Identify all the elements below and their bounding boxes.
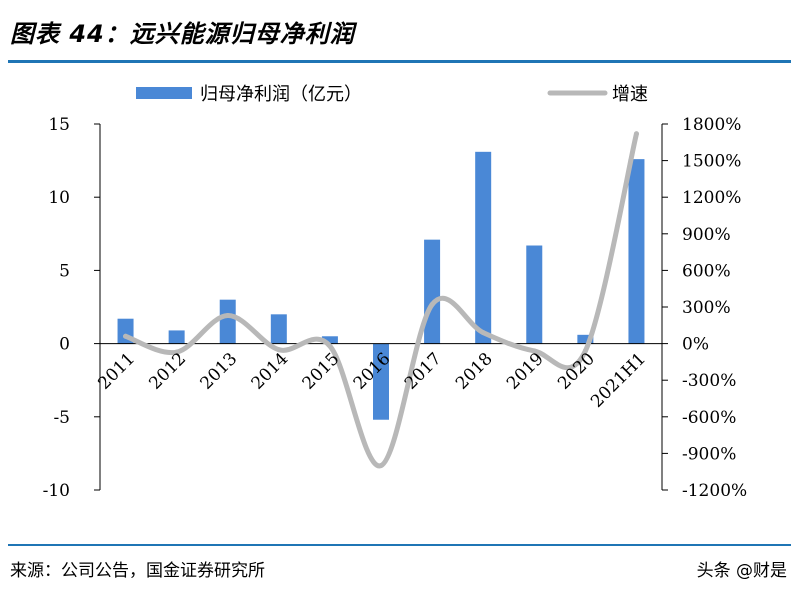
left-axis-tick-label: 5 bbox=[59, 261, 70, 281]
right-axis-tick-label: 1500% bbox=[682, 152, 741, 172]
watermark: 头条 @财是 bbox=[696, 561, 787, 581]
growth-point-2017 bbox=[429, 302, 435, 308]
left-axis-tick-label: -10 bbox=[43, 481, 70, 501]
footer-divider bbox=[8, 544, 791, 546]
growth-point-2011 bbox=[123, 333, 129, 339]
right-axis-tick-label: 600% bbox=[682, 261, 731, 281]
x-label-2020: 2020 bbox=[554, 349, 599, 394]
x-label-2018: 2018 bbox=[452, 349, 497, 394]
x-label-2012: 2012 bbox=[145, 349, 190, 394]
legend-swatch-bar bbox=[136, 87, 192, 99]
bar-2021H1 bbox=[628, 159, 645, 344]
growth-point-2013 bbox=[225, 313, 231, 319]
left-axis-tick-label: -5 bbox=[53, 408, 70, 428]
title-divider bbox=[8, 60, 791, 63]
bar-2020 bbox=[577, 334, 594, 344]
left-axis-tick-label: 10 bbox=[48, 188, 70, 208]
growth-point-2018 bbox=[480, 330, 486, 336]
growth-line-series bbox=[123, 131, 639, 469]
right-axis-tick-label: 300% bbox=[682, 298, 731, 318]
left-axis-tick-label: 15 bbox=[48, 115, 70, 135]
legend: 归母净利润（亿元） 增速 bbox=[136, 84, 648, 105]
bar-2019 bbox=[526, 245, 543, 344]
bar-2018 bbox=[475, 151, 492, 344]
growth-point-2016 bbox=[378, 463, 384, 469]
bar-2012 bbox=[168, 330, 185, 344]
source-note: 来源：公司公告，国金证券研究所 bbox=[10, 561, 265, 581]
growth-point-2019 bbox=[531, 348, 537, 354]
right-axis-tick-label: -1200% bbox=[682, 481, 747, 501]
x-label-2013: 2013 bbox=[197, 349, 242, 394]
growth-point-2021H1 bbox=[633, 131, 639, 137]
growth-point-2012 bbox=[174, 349, 180, 355]
left-axis-tick-label: 0 bbox=[59, 335, 70, 355]
x-label-2011: 2011 bbox=[94, 349, 139, 394]
bar-2015 bbox=[321, 336, 338, 344]
growth-point-2015 bbox=[327, 343, 333, 349]
right-axis-tick-label: 1800% bbox=[682, 115, 741, 135]
left-axis: 15 10 5 0 -5 -10 bbox=[43, 115, 101, 501]
legend-label-line: 增速 bbox=[612, 84, 648, 105]
bar-2016 bbox=[373, 343, 389, 420]
x-label-2014: 2014 bbox=[248, 349, 293, 394]
right-axis-tick-label: -900% bbox=[682, 444, 736, 464]
x-axis-labels: 2011 2012 2013 2014 2015 2016 2017 2018 2019 2020… bbox=[94, 349, 650, 412]
bar-2013 bbox=[219, 299, 236, 344]
chart-title: 图表 44：远兴能源归母净利润 bbox=[10, 20, 355, 48]
bar-series bbox=[117, 151, 645, 420]
right-axis-tick-label: -300% bbox=[682, 371, 736, 391]
bar-2014 bbox=[270, 314, 287, 344]
bar-2017 bbox=[424, 239, 441, 344]
right-axis-tick-label: -600% bbox=[682, 408, 736, 428]
right-axis-tick-label: 900% bbox=[682, 225, 731, 245]
x-label-2021H1: 2021H1 bbox=[587, 349, 650, 412]
growth-point-2014 bbox=[276, 347, 282, 353]
chart: 归母净利润（亿元） 增速 15 10 5 0 -5 -10 1800% 1500% 1200% 9… bbox=[43, 84, 748, 501]
right-axis-tick-label: 1200% bbox=[682, 188, 741, 208]
legend-label-bar: 归母净利润（亿元） bbox=[200, 84, 362, 105]
growth-point-2020 bbox=[582, 348, 588, 354]
right-axis-tick-label: 0% bbox=[682, 335, 709, 355]
right-axis: 1800% 1500% 1200% 900% 600% 300% 0% -300% -600% -… bbox=[661, 115, 747, 501]
x-label-2017: 2017 bbox=[401, 349, 446, 394]
